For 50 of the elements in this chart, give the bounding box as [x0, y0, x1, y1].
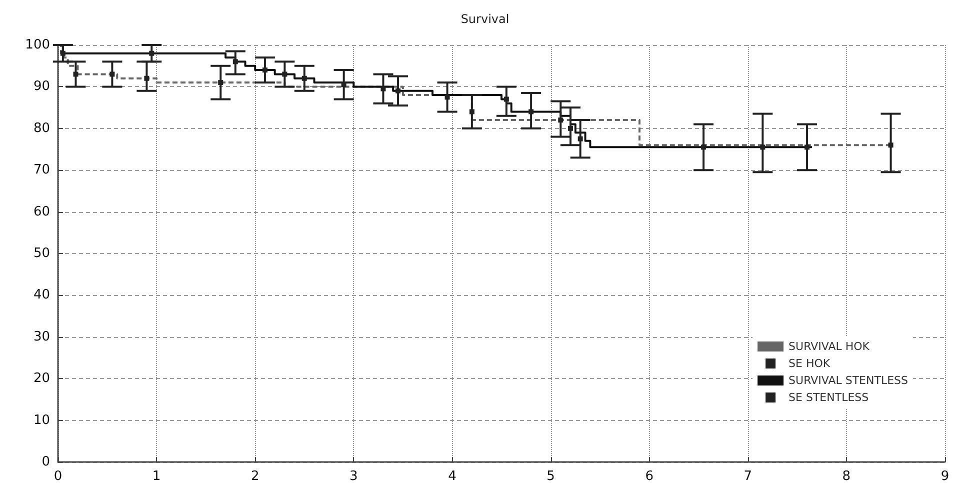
y-tick-label: 20	[33, 371, 50, 386]
point	[760, 144, 766, 150]
point	[558, 118, 564, 123]
point	[262, 68, 268, 73]
x-tick-label: 4	[448, 469, 456, 483]
y-tick-label: 90	[33, 79, 50, 94]
x-tick-label: 8	[842, 469, 851, 483]
x-tick-label: 3	[350, 469, 358, 483]
y-tick-label: 100	[25, 38, 50, 52]
legend-label: SE STENTLESS	[788, 391, 869, 404]
point	[804, 144, 810, 150]
point	[232, 59, 238, 64]
point	[341, 82, 346, 88]
point	[144, 76, 150, 81]
x-tick-label: 0	[54, 469, 62, 483]
x-tick-label: 5	[546, 469, 555, 483]
x-tick-label: 6	[645, 469, 654, 483]
legend-label: SURVIVAL STENTLESS	[788, 374, 908, 387]
y-tick-label: 50	[33, 246, 50, 261]
point	[396, 88, 401, 94]
point	[380, 86, 386, 92]
point	[528, 109, 534, 114]
point	[888, 142, 894, 148]
point	[504, 96, 509, 102]
x-tick-label: 1	[152, 469, 161, 483]
y-tick-label: 80	[33, 120, 50, 136]
y-tick-label: 40	[33, 288, 50, 303]
y-tick-label: 70	[33, 162, 50, 178]
y-tick-label: 10	[33, 412, 50, 428]
legend-label: SE HOK	[788, 357, 831, 370]
point	[302, 76, 307, 81]
y-tick-label: 30	[33, 329, 50, 344]
point	[578, 136, 583, 142]
x-tick-label: 9	[940, 469, 950, 483]
legend-label: SURVIVAL HOK	[788, 340, 870, 353]
x-tick-label: 2	[250, 469, 260, 483]
point	[282, 72, 288, 77]
y-tick-label: 0	[42, 454, 50, 470]
x-tick-label: 7	[744, 469, 752, 483]
point	[469, 109, 474, 114]
point	[73, 72, 78, 77]
chart-title: Survival	[460, 12, 510, 26]
point	[110, 72, 115, 77]
point	[60, 50, 66, 56]
y-tick-label: 60	[33, 204, 50, 220]
point	[701, 144, 706, 150]
point	[149, 50, 154, 56]
point	[444, 94, 450, 100]
point	[568, 126, 573, 131]
point	[218, 80, 224, 86]
